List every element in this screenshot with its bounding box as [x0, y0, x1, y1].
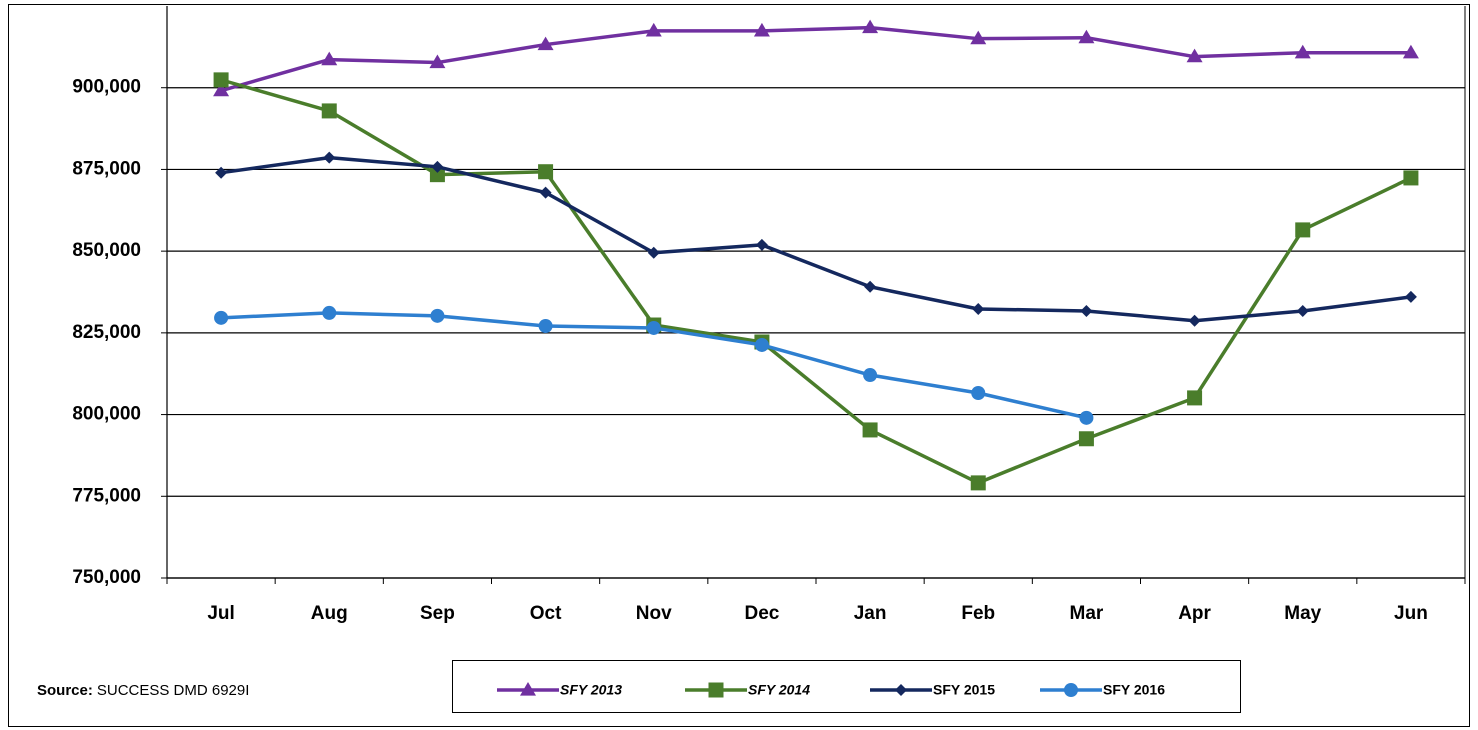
data-point: [323, 151, 336, 164]
data-point: [863, 368, 878, 383]
series: [213, 72, 1419, 491]
data-point: [754, 337, 769, 352]
data-point: [1078, 29, 1095, 44]
data-point: [862, 422, 878, 438]
data-point: [972, 302, 985, 315]
legend-marker: [1064, 683, 1078, 697]
data-point: [430, 308, 445, 323]
series-line: [220, 78, 1412, 485]
data-point: [645, 22, 662, 37]
data-point: [864, 280, 877, 293]
data-point: [971, 385, 986, 400]
series-line: [220, 155, 1412, 323]
data-point: [431, 160, 444, 173]
data-point: [322, 305, 337, 320]
x-tick-label: Sep: [420, 603, 455, 624]
data-point: [1404, 290, 1417, 303]
data-point: [753, 22, 770, 37]
data-point: [970, 475, 986, 491]
data-point: [862, 19, 879, 34]
y-tick-label: 775,000: [72, 485, 141, 506]
legend-marker: [895, 684, 907, 696]
x-tick-label: May: [1284, 603, 1321, 624]
y-tick-label: 850,000: [72, 240, 141, 261]
legend-label: SFY 2016: [1103, 682, 1165, 698]
data-point: [1078, 431, 1094, 447]
data-point: [538, 318, 553, 333]
data-point: [1079, 410, 1094, 425]
y-tick-label: 750,000: [72, 567, 141, 588]
series: [215, 151, 1417, 327]
data-point: [970, 30, 987, 45]
y-tick-label: 825,000: [72, 322, 141, 343]
data-point: [214, 310, 229, 325]
series: [214, 305, 1094, 425]
x-tick-label: Oct: [530, 603, 562, 624]
data-point: [429, 167, 445, 183]
y-tick-label: 900,000: [72, 77, 141, 98]
data-point: [755, 238, 768, 251]
source-text: SUCCESS DMD 6929I: [97, 682, 250, 699]
x-tick-label: Apr: [1178, 603, 1211, 624]
y-tick-label: 875,000: [72, 158, 141, 179]
chart-border: [8, 4, 1470, 727]
data-point: [321, 51, 338, 66]
data-point: [213, 82, 230, 97]
y-tick-label: 800,000: [72, 404, 141, 425]
data-point: [1187, 390, 1203, 406]
data-point: [429, 54, 446, 69]
data-point: [215, 166, 228, 179]
data-point: [1296, 304, 1309, 317]
x-tick-label: Nov: [636, 603, 672, 624]
data-point: [213, 72, 229, 88]
legend-label: SFY 2013: [560, 682, 622, 698]
legend-label: SFY 2014: [748, 682, 810, 698]
data-point: [537, 36, 554, 51]
data-point: [1295, 222, 1311, 238]
x-tick-label: Jan: [854, 603, 887, 624]
legend-label: SFY 2015: [933, 682, 995, 698]
data-point: [539, 186, 552, 199]
x-tick-label: Feb: [961, 603, 995, 624]
x-tick-label: Aug: [311, 603, 348, 624]
series: [213, 19, 1419, 97]
x-tick-label: Jul: [207, 603, 234, 624]
data-point: [1080, 304, 1093, 317]
data-point: [321, 103, 337, 119]
x-tick-label: Jun: [1394, 603, 1428, 624]
x-tick-label: Mar: [1070, 603, 1104, 624]
data-point: [646, 320, 661, 335]
data-point: [1402, 44, 1419, 59]
legend-box: [452, 660, 1241, 713]
legend-marker: [708, 682, 724, 698]
series-line: [220, 25, 1411, 93]
legend-marker: [520, 682, 536, 696]
data-point: [1188, 314, 1201, 327]
data-point: [538, 164, 554, 180]
data-point: [647, 246, 660, 259]
data-point: [1294, 44, 1311, 59]
source-note: Source: SUCCESS DMD 6929I: [37, 682, 249, 699]
data-point: [1403, 170, 1419, 186]
x-tick-label: Dec: [744, 603, 779, 624]
source-label: Source:: [37, 682, 93, 699]
data-point: [1186, 48, 1203, 63]
